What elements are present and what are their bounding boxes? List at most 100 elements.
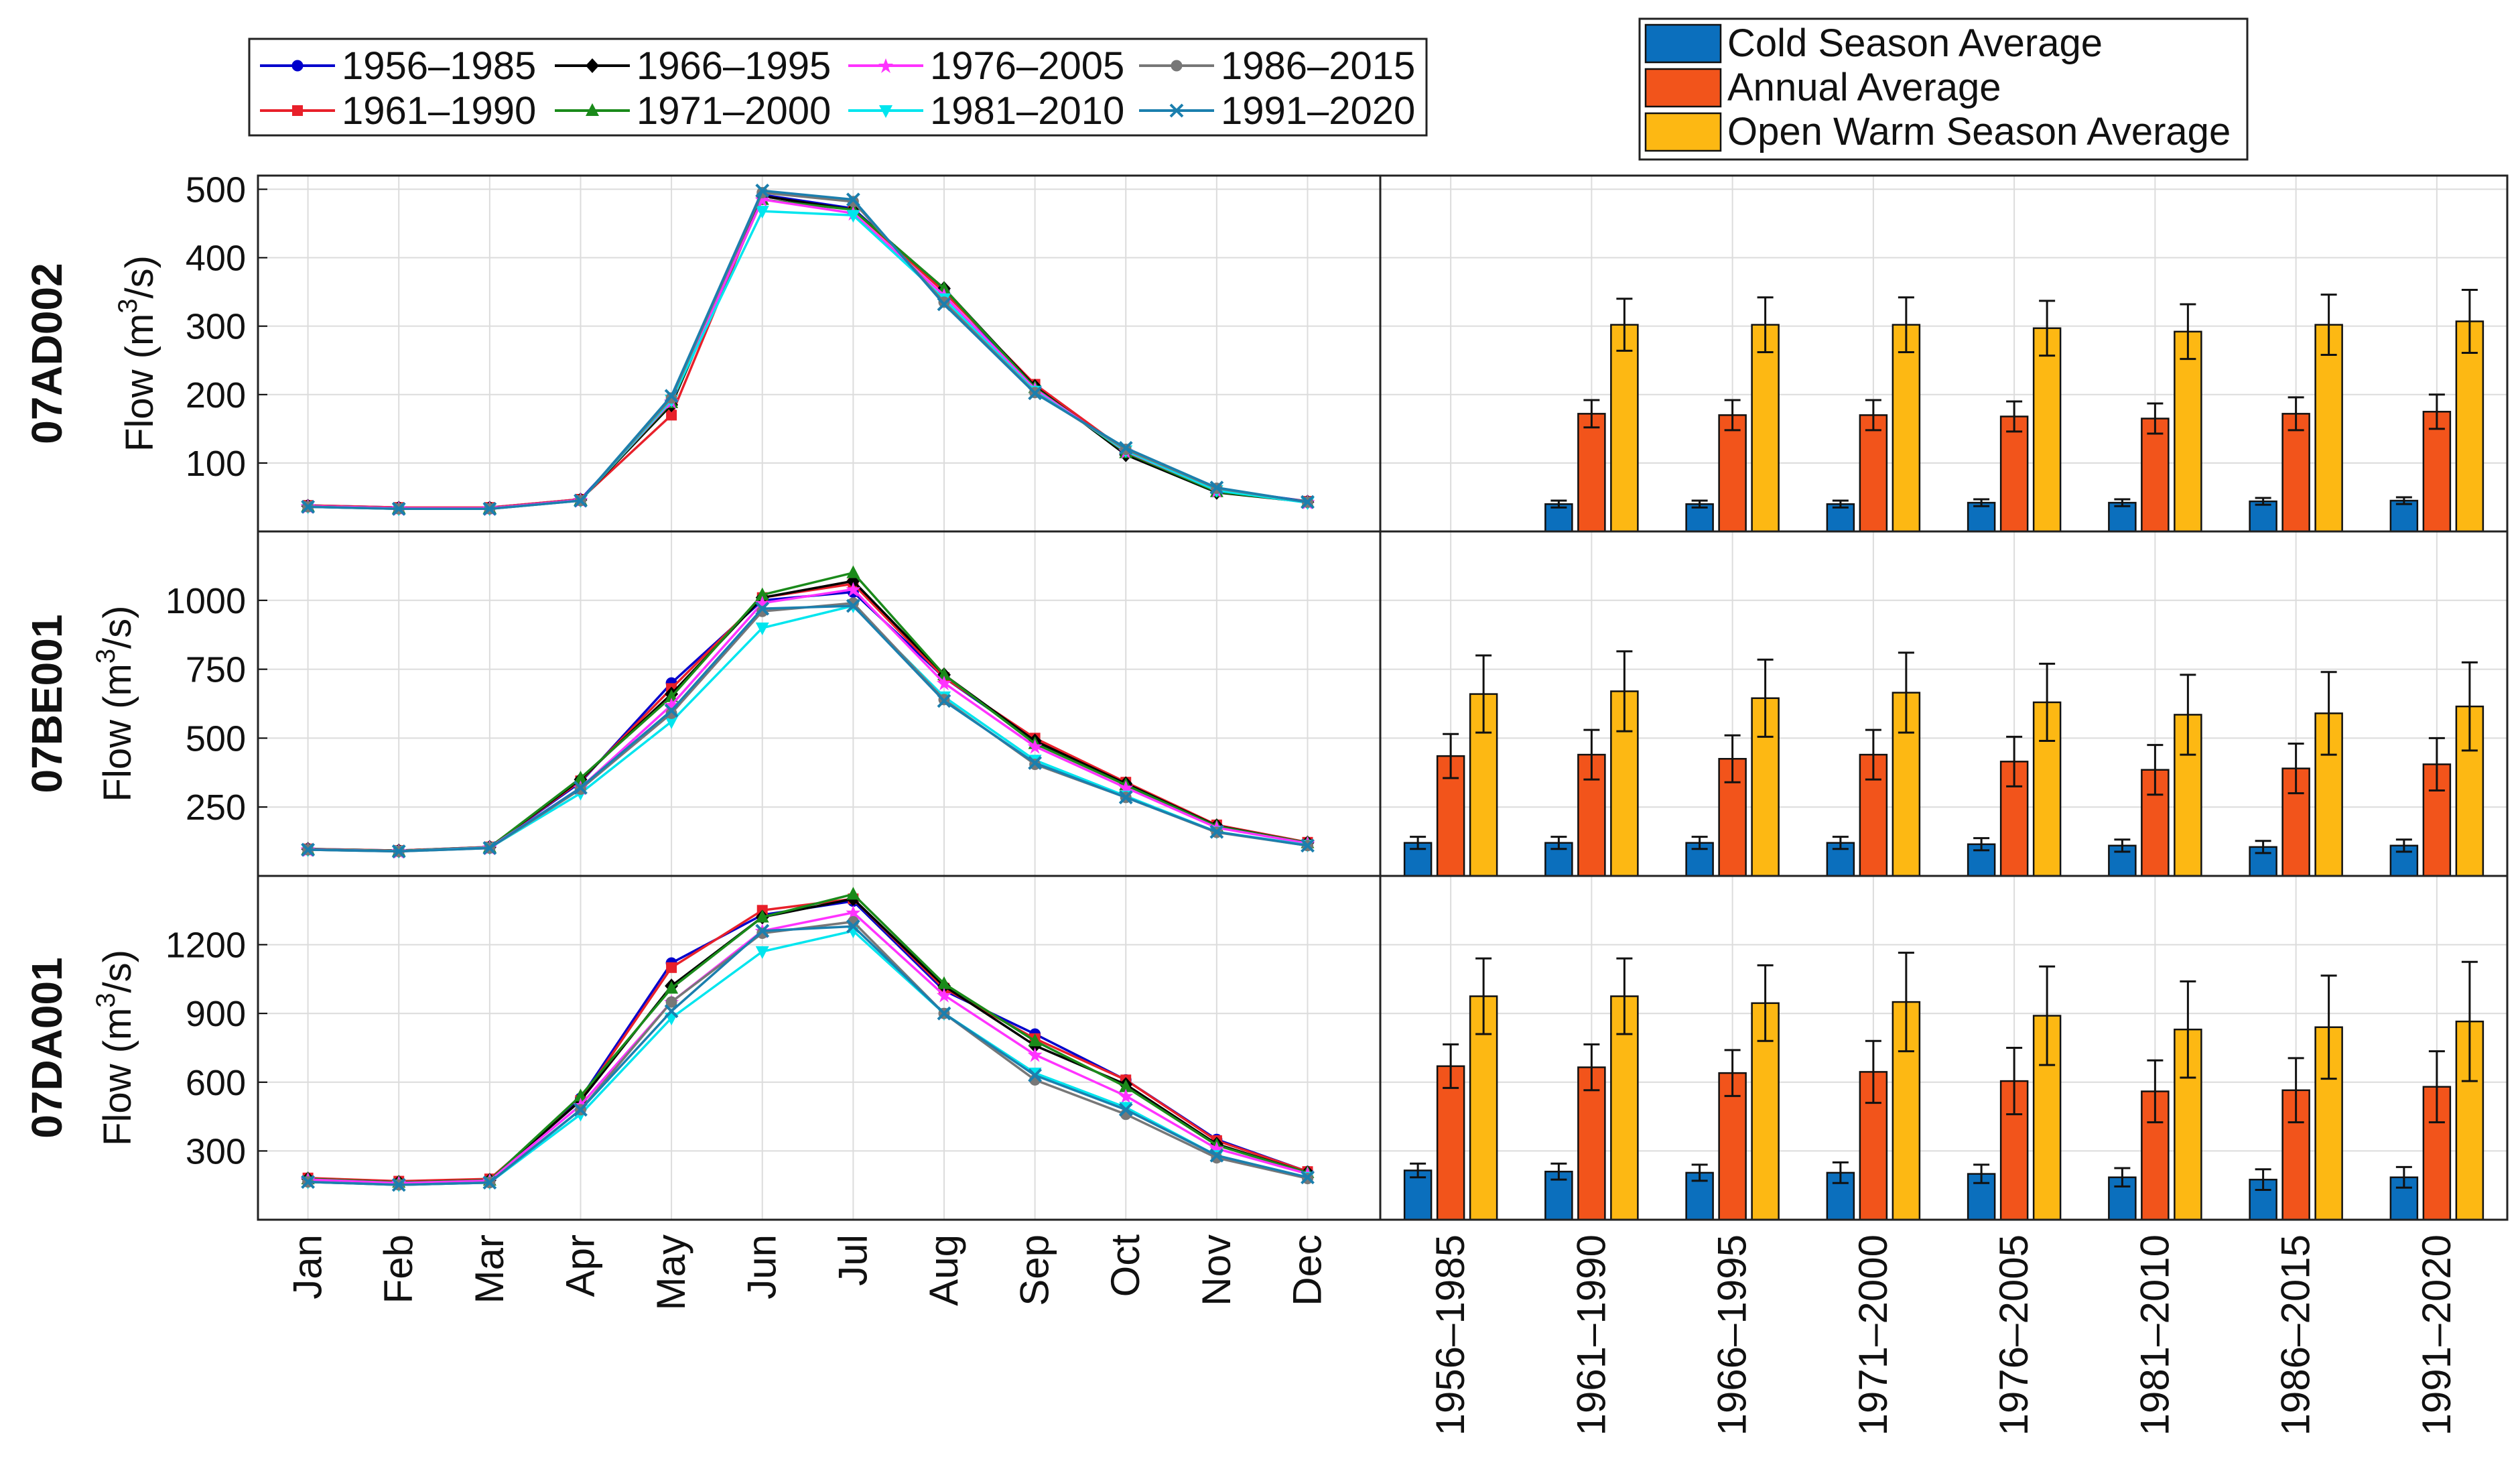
line-marker-point bbox=[846, 887, 860, 900]
station-label: 07DA001 bbox=[23, 957, 71, 1138]
line-marker-point bbox=[1028, 386, 1043, 401]
y-axis-label-superscript: 3 bbox=[91, 993, 121, 1007]
error-bar bbox=[2114, 1167, 2131, 1188]
legend-bars-box bbox=[1638, 17, 2249, 161]
error-bar bbox=[1475, 654, 1492, 734]
bar-chart-07BE001 bbox=[1379, 530, 2509, 877]
line-marker-point bbox=[755, 946, 769, 959]
line-marker-point bbox=[1118, 780, 1134, 795]
series-line-1976–2005 bbox=[308, 911, 1308, 1185]
y-tick-label: 750 bbox=[186, 650, 246, 690]
error-bar bbox=[1898, 296, 1914, 353]
y-tick-label: 400 bbox=[186, 239, 246, 279]
series-line-1991–2020 bbox=[308, 189, 1308, 511]
line-marker-point bbox=[846, 919, 860, 934]
line-marker-point bbox=[574, 1088, 588, 1102]
x-tick-label-month: Aug bbox=[921, 1234, 966, 1306]
line-marker-point bbox=[665, 716, 679, 729]
line-marker-point bbox=[391, 1177, 406, 1192]
series-line-1991–2020 bbox=[308, 604, 1308, 853]
x-tick-label-month: Mar bbox=[467, 1234, 512, 1303]
x-tick-label-month: Oct bbox=[1103, 1234, 1148, 1297]
line-marker-point bbox=[878, 58, 893, 73]
bar-Cold Season Average bbox=[2108, 501, 2137, 533]
x-tick-label-month: Jan bbox=[285, 1234, 330, 1299]
station-label: 07BE001 bbox=[23, 615, 71, 793]
error-bar bbox=[2461, 661, 2478, 752]
legend-bar-label: Open Warm Season Average bbox=[1727, 110, 2231, 153]
error-bar bbox=[2147, 1059, 2164, 1124]
line-marker-point bbox=[1118, 1102, 1133, 1117]
error-bar bbox=[1898, 651, 1914, 734]
error-bar bbox=[1583, 1043, 1600, 1092]
x-tick-label-month: Jul bbox=[830, 1234, 875, 1286]
line-marker-point bbox=[1209, 824, 1224, 839]
error-bar bbox=[2180, 980, 2196, 1079]
bar-Annual Average bbox=[2422, 411, 2452, 533]
error-bar bbox=[2039, 965, 2056, 1066]
series-line-1991–2020 bbox=[308, 925, 1308, 1186]
line-marker-point bbox=[936, 676, 951, 691]
y-tick-label: 250 bbox=[186, 787, 246, 828]
line-marker-point bbox=[664, 389, 679, 403]
line-marker-point bbox=[666, 409, 677, 421]
line-marker-point bbox=[936, 987, 951, 1003]
legend-bar-label: Cold Season Average bbox=[1727, 21, 2103, 65]
error-bar bbox=[2114, 838, 2131, 853]
x-tick-label-month: May bbox=[649, 1234, 693, 1310]
error-bar bbox=[2255, 840, 2271, 854]
y-axis-label: Flow (m3/s) bbox=[113, 255, 161, 452]
legend-line-label: 1956–1985 bbox=[342, 44, 536, 88]
x-tick-label-period: 1991–2020 bbox=[2414, 1234, 2459, 1436]
error-bar bbox=[1973, 1163, 1990, 1184]
bar-Cold Season Average bbox=[1544, 503, 1573, 533]
line-marker-point bbox=[1171, 60, 1183, 72]
legend-line-label: 1976–2005 bbox=[930, 44, 1124, 88]
x-tick-label-month: Nov bbox=[1194, 1234, 1239, 1306]
bar-chart-07AD002 bbox=[1379, 174, 2509, 533]
legend-line-label: 1986–2015 bbox=[1221, 44, 1415, 88]
x-tick-label-period: 1986–2015 bbox=[2273, 1234, 2318, 1436]
line-marker-point bbox=[755, 206, 769, 219]
x-tick-label-period: 1976–2005 bbox=[1991, 1234, 2036, 1436]
line-marker-point bbox=[665, 689, 679, 702]
error-bar bbox=[1443, 732, 1459, 779]
error-bar bbox=[2428, 1050, 2445, 1124]
line-marker-point bbox=[1028, 1068, 1043, 1082]
line-marker-point bbox=[754, 595, 770, 611]
line-marker-point bbox=[937, 694, 951, 708]
error-bar bbox=[2147, 402, 2164, 435]
legend-bar-swatch bbox=[1644, 112, 1722, 152]
bar-Annual Average bbox=[2281, 413, 2310, 533]
legend-line-label: 1961–1990 bbox=[342, 89, 536, 133]
series-line-1956–1985 bbox=[308, 590, 1308, 852]
bar-Annual Average bbox=[1577, 413, 1606, 533]
legend-line-label: 1981–2010 bbox=[930, 89, 1124, 133]
error-bar bbox=[2461, 960, 2478, 1082]
line-marker-point bbox=[391, 844, 406, 858]
legend-line-label: 1991–2020 bbox=[1221, 89, 1415, 133]
line-marker-point bbox=[937, 297, 951, 312]
series-line-1986–2015 bbox=[308, 920, 1308, 1186]
line-marker-point bbox=[665, 996, 677, 1008]
error-bar bbox=[2039, 300, 2056, 357]
error-bar bbox=[2180, 674, 2196, 756]
line-marker-point bbox=[482, 841, 497, 855]
bar-Cold Season Average bbox=[2249, 500, 2277, 533]
error-bar bbox=[2428, 393, 2445, 430]
line-marker-point bbox=[1028, 755, 1043, 770]
line-marker-point bbox=[1027, 739, 1043, 754]
y-axis-label-text: Flow (m bbox=[96, 1008, 139, 1146]
y-axis-label: Flow (m3/s) bbox=[91, 950, 139, 1146]
error-bar bbox=[1550, 1162, 1567, 1181]
line-marker-point bbox=[755, 601, 770, 616]
y-tick-label: 500 bbox=[186, 170, 246, 210]
y-axis-label-group: 07BE001 Flow (m3/s) bbox=[23, 606, 139, 802]
bar-Open Warm Season Average bbox=[1892, 324, 1921, 533]
legend-bar-label: Annual Average bbox=[1727, 66, 2001, 109]
error-bar bbox=[1550, 499, 1567, 509]
error-bar bbox=[1757, 296, 1774, 353]
line-marker-point bbox=[664, 698, 679, 713]
line-marker-point bbox=[1118, 1088, 1134, 1104]
